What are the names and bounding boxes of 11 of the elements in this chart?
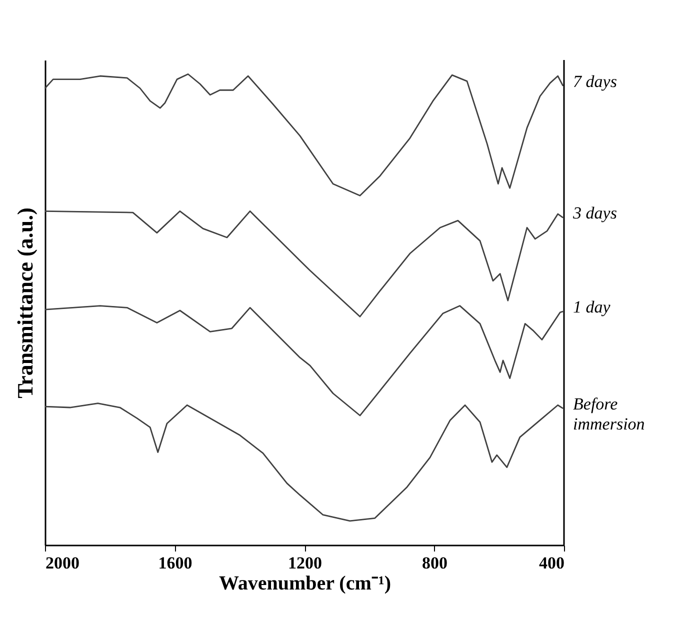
series-label: 3 days <box>572 204 618 223</box>
series-label: 7 days <box>573 72 618 91</box>
y-axis-title: Transmittance (a.u.) <box>12 208 38 398</box>
x-tick-label: 1600 <box>158 554 192 572</box>
series-label: 1 day <box>573 297 611 316</box>
series-label: Before immersion <box>573 394 645 434</box>
x-tick-label: 400 <box>539 554 564 572</box>
x-tick-label: 2000 <box>46 554 80 572</box>
x-tick-label: 800 <box>422 554 448 572</box>
x-tick-label: 1200 <box>288 554 322 572</box>
x-axis-title: Wavenumber (cm⁻¹) <box>218 572 392 594</box>
